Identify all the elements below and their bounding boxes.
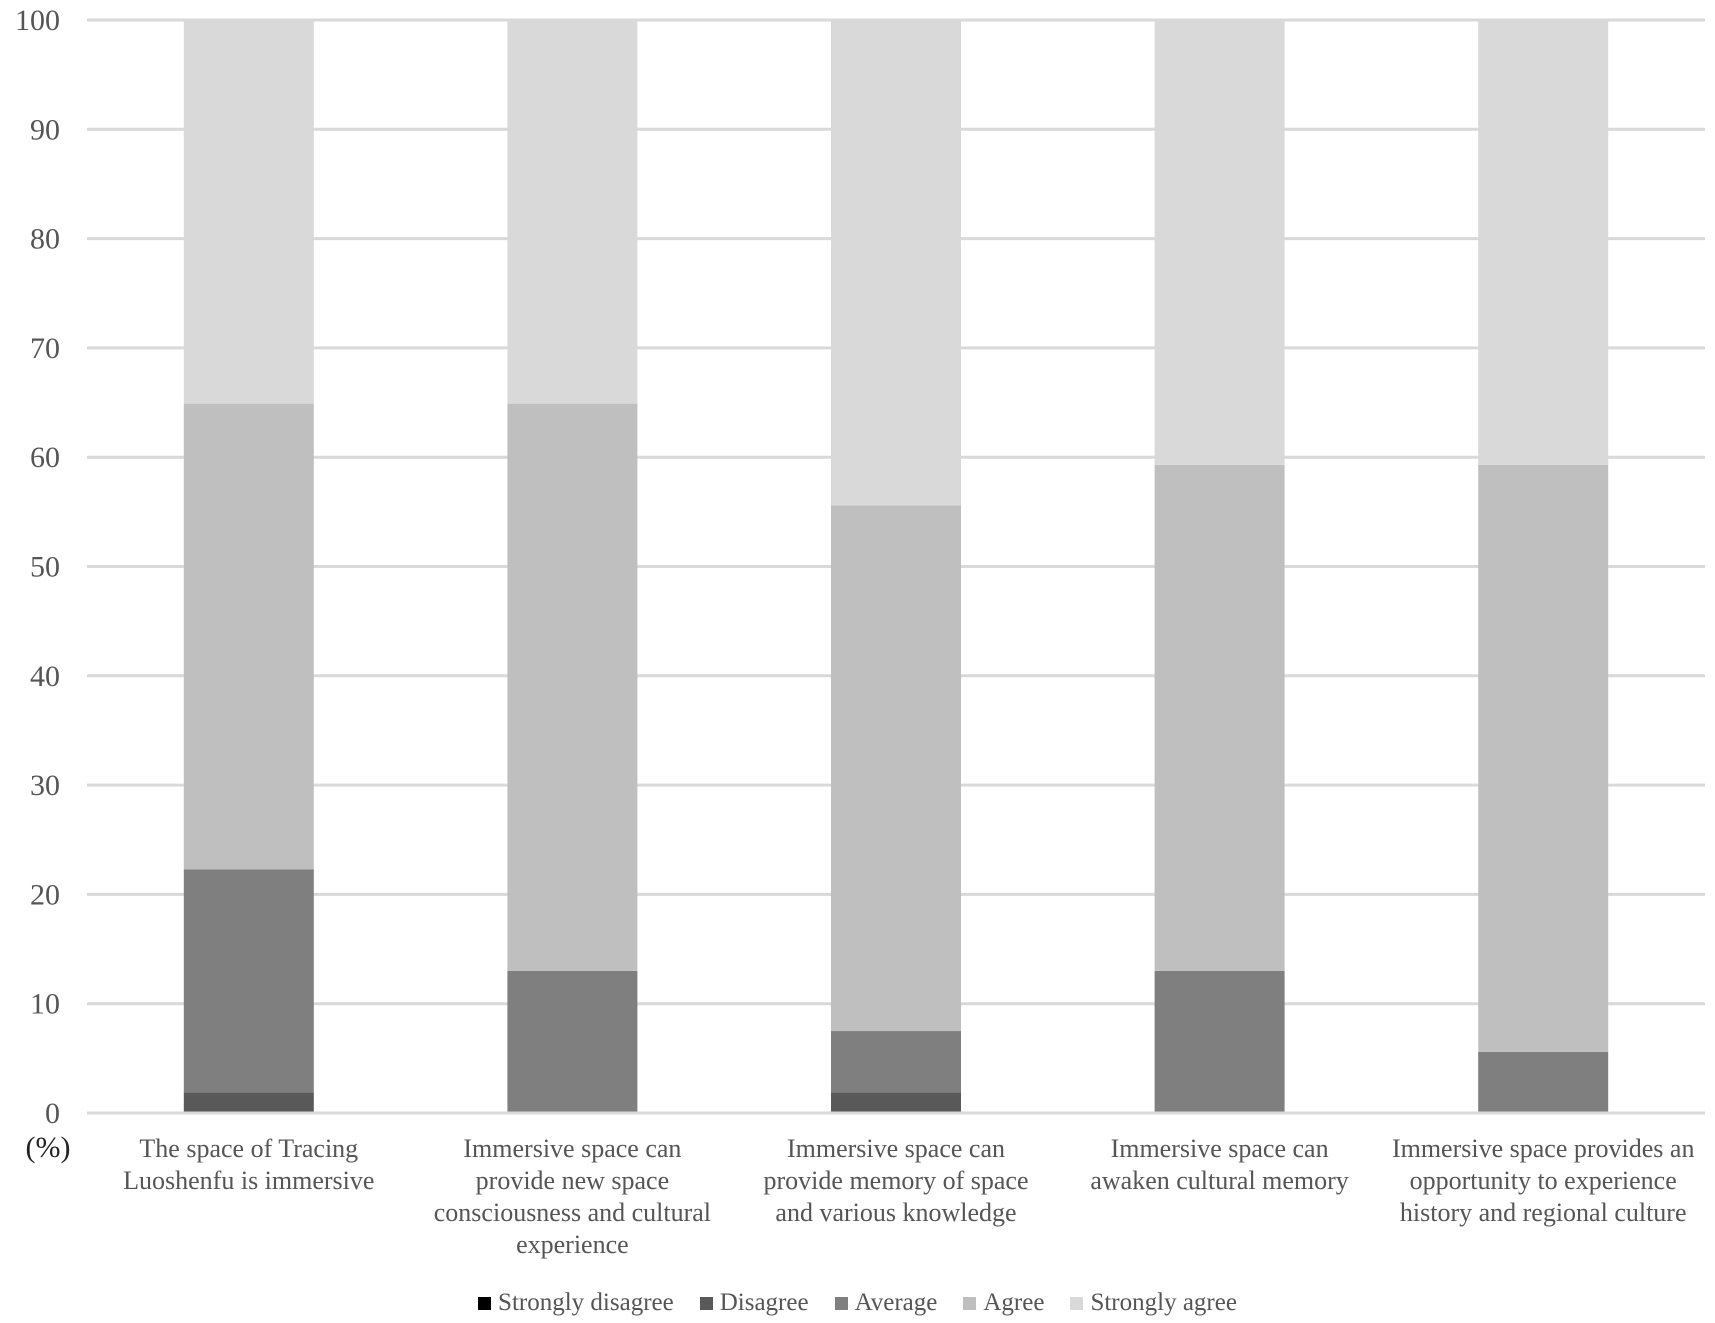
bar-segment	[507, 403, 638, 971]
bar-segment	[831, 505, 961, 1032]
y-tick-label: 30	[30, 769, 60, 802]
legend-label: Agree	[983, 1289, 1045, 1316]
bar-segment	[831, 20, 961, 506]
y-tick-label: 90	[30, 113, 60, 146]
y-tick-label: 10	[30, 988, 60, 1021]
legend-swatch	[1070, 1296, 1084, 1310]
bars	[183, 20, 1609, 1113]
legend-item: Strongly disagree	[478, 1289, 674, 1317]
bar-segment	[507, 970, 638, 1113]
category-label: Immersive space can	[463, 1134, 681, 1163]
x-axis: The space of Tracing Luoshenfu is immersi…	[87, 1111, 1705, 1259]
legend-item: Disagree	[699, 1289, 809, 1317]
legend-item: Agree	[963, 1289, 1044, 1317]
category-label: Immersive space can	[787, 1134, 1005, 1163]
category-label: history and regional culture	[1400, 1198, 1687, 1227]
bar-segment	[1154, 20, 1285, 465]
category-label: The space of Tracing	[139, 1134, 358, 1163]
legend-label: Strongly agree	[1090, 1289, 1237, 1316]
category-label: Luoshenfu is immersive	[123, 1166, 374, 1195]
category-label: opportunity to experience	[1410, 1166, 1677, 1195]
legend-item: Strongly agree	[1070, 1289, 1237, 1317]
category-label: consciousness and cultural	[434, 1198, 711, 1227]
y-unit-label: (%)	[26, 1131, 71, 1164]
bar-segment	[1478, 1051, 1609, 1113]
y-axis: 0 10 20 30 40 50 60 70 80 90 100	[15, 4, 60, 1130]
bar-segment	[183, 403, 314, 870]
legend-swatch	[963, 1296, 977, 1310]
category-label: experience	[516, 1230, 629, 1259]
y-tick-label: 70	[30, 332, 60, 365]
legend-swatch	[699, 1296, 713, 1310]
category-label: Immersive space provides an	[1392, 1134, 1695, 1163]
y-tick-label: 0	[45, 1097, 60, 1130]
bar-segment	[183, 1092, 314, 1113]
legend-label: Strongly disagree	[498, 1289, 674, 1316]
y-tick-label: 50	[30, 551, 60, 584]
bar-segment	[183, 869, 314, 1093]
legend-item: Average	[834, 1289, 938, 1317]
bar-segment	[831, 1031, 961, 1093]
y-tick-label: 40	[30, 660, 60, 693]
y-tick-label: 20	[30, 878, 60, 911]
bar-segment	[1154, 970, 1285, 1113]
legend-swatch	[834, 1296, 848, 1310]
bar-segment	[507, 20, 638, 404]
y-tick-label: 60	[30, 441, 60, 474]
legend-swatch	[478, 1296, 492, 1310]
category-label: awaken cultural memory	[1090, 1166, 1348, 1195]
y-tick-label: 100	[15, 4, 60, 37]
legend: Strongly disagree Disagree Average Agree Str…	[0, 1289, 1715, 1317]
category-label: provide memory of space	[764, 1166, 1029, 1195]
bar-segment	[831, 1092, 961, 1113]
legend-label: Disagree	[719, 1289, 809, 1316]
bar-segment	[183, 20, 314, 404]
bar-segment	[1478, 464, 1609, 1052]
category-label: and various knowledge	[775, 1198, 1016, 1227]
category-label: Immersive space can	[1111, 1134, 1329, 1163]
y-tick-label: 80	[30, 223, 60, 256]
legend-label: Average	[854, 1289, 938, 1316]
bar-segment	[1154, 464, 1285, 971]
category-label: provide new space	[476, 1166, 669, 1195]
bar-segment	[1478, 20, 1609, 465]
